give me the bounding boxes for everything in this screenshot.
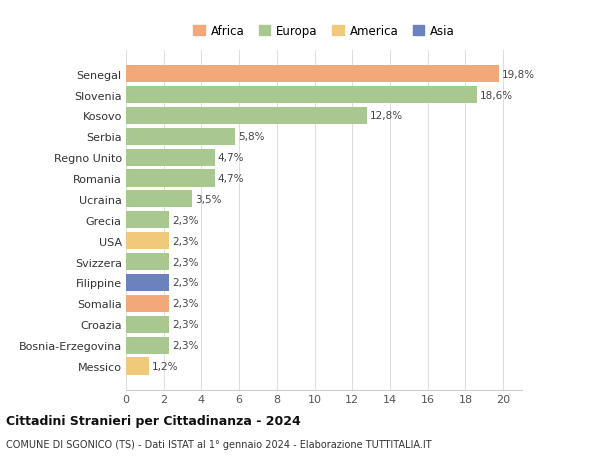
Text: 19,8%: 19,8% [502,69,535,79]
Bar [126,316,169,333]
Bar [126,295,169,312]
Text: 2,3%: 2,3% [172,299,199,308]
Bar [126,149,215,166]
Bar [126,233,169,250]
Text: 12,8%: 12,8% [370,111,403,121]
Text: 2,3%: 2,3% [172,257,199,267]
Bar [126,358,149,375]
Text: 2,3%: 2,3% [172,340,199,350]
Text: Cittadini Stranieri per Cittadinanza - 2024: Cittadini Stranieri per Cittadinanza - 2… [6,414,301,428]
Bar [126,87,477,104]
Text: 4,7%: 4,7% [217,174,244,184]
Bar [126,274,169,291]
Text: COMUNE DI SGONICO (TS) - Dati ISTAT al 1° gennaio 2024 - Elaborazione TUTTITALIA: COMUNE DI SGONICO (TS) - Dati ISTAT al 1… [6,440,431,449]
Bar [126,191,192,208]
Bar [126,170,215,187]
Legend: Africa, Europa, America, Asia: Africa, Europa, America, Asia [191,22,457,40]
Bar [126,253,169,270]
Text: 18,6%: 18,6% [479,90,512,101]
Bar [126,212,169,229]
Text: 2,3%: 2,3% [172,236,199,246]
Bar [126,337,169,354]
Text: 5,8%: 5,8% [238,132,265,142]
Bar [126,129,235,146]
Text: 4,7%: 4,7% [217,153,244,163]
Text: 2,3%: 2,3% [172,278,199,288]
Bar [126,66,499,83]
Text: 2,3%: 2,3% [172,215,199,225]
Bar [126,107,367,125]
Text: 2,3%: 2,3% [172,319,199,330]
Text: 3,5%: 3,5% [195,195,221,204]
Text: 1,2%: 1,2% [151,361,178,371]
